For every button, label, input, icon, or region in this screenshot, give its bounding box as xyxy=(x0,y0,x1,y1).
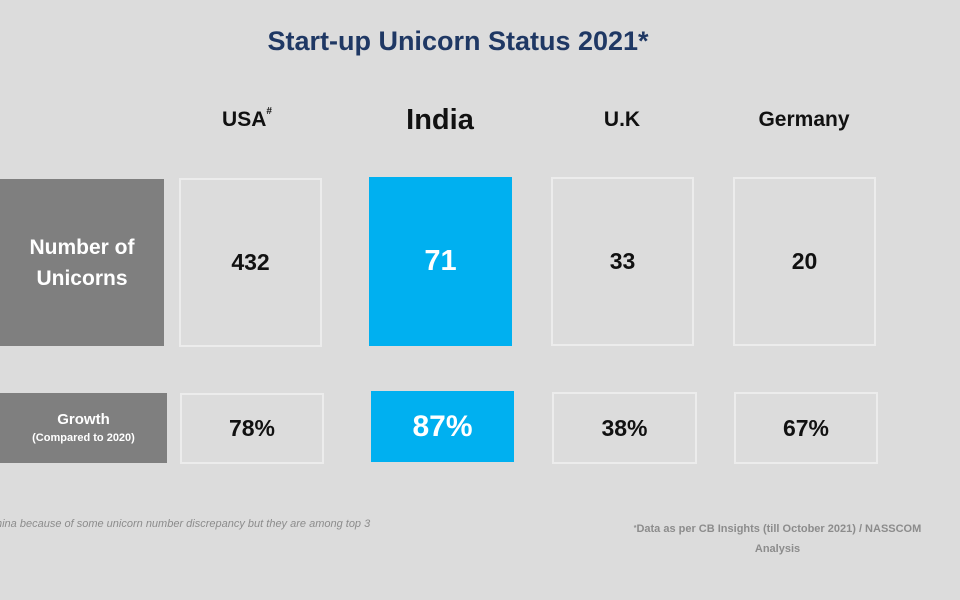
column-header-germany: Germany xyxy=(758,108,850,131)
column-header-mark: # xyxy=(266,106,272,117)
footnote-right: *Data as per CB Insights (till October 2… xyxy=(633,523,922,555)
cell-growth-india: 87% xyxy=(371,391,514,462)
cell-unicorns-germany: 20 xyxy=(733,177,876,346)
column-header-usa: USA# xyxy=(222,106,272,131)
row-label-number-of-unicorns: Number of Unicorns xyxy=(0,179,164,346)
cell-growth-germany: 67% xyxy=(734,392,878,464)
column-header-india: India xyxy=(406,104,474,136)
cell-unicorns-uk: 33 xyxy=(551,177,694,346)
cell-unicorns-india: 71 xyxy=(369,177,512,346)
cell-unicorns-usa: 432 xyxy=(179,178,322,347)
column-header-uk: U.K xyxy=(603,108,641,131)
footnote-left: hina because of some unicorn number disc… xyxy=(0,518,371,530)
chart-title: Start-up Unicorn Status 2021* xyxy=(267,26,649,56)
cell-growth-usa: 78% xyxy=(180,393,324,464)
cell-growth-uk: 38% xyxy=(552,392,697,464)
row-label-growth: Growth (Compared to 2020) xyxy=(0,393,167,463)
